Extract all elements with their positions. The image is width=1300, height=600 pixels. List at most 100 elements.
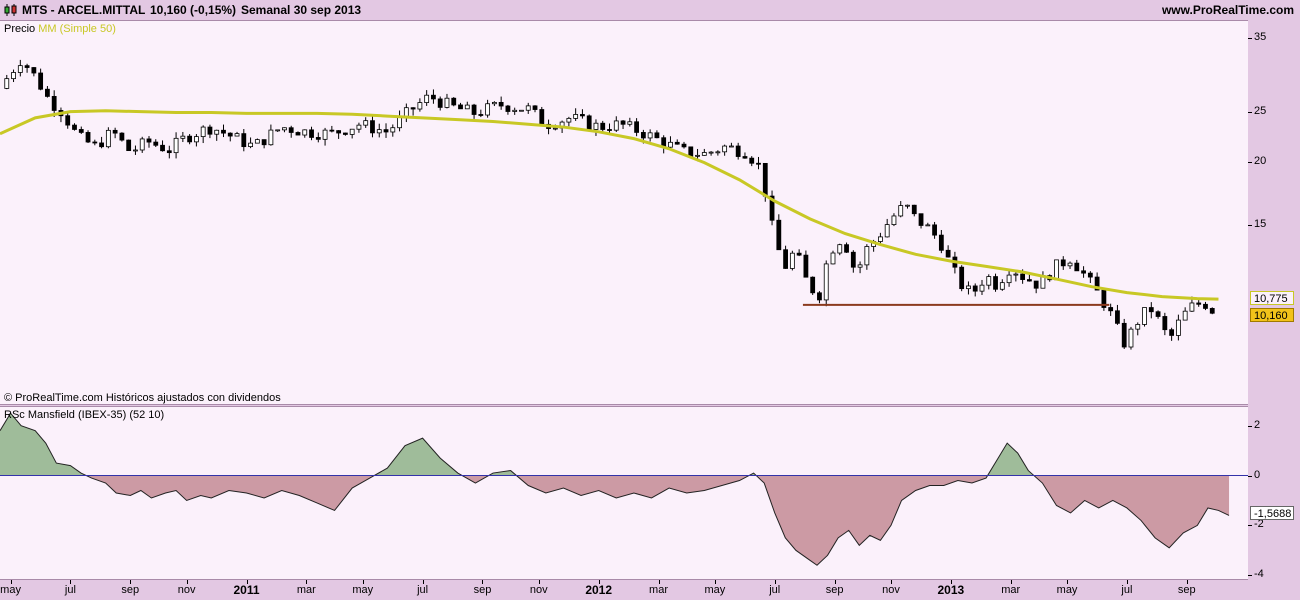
candle-body xyxy=(586,115,592,130)
candle xyxy=(17,59,23,77)
candle-body xyxy=(878,236,883,242)
candle xyxy=(1209,307,1215,315)
ma-value-box: 10,775 xyxy=(1250,291,1294,306)
candle-body xyxy=(45,88,50,97)
candle xyxy=(1067,261,1073,269)
candle-body xyxy=(11,72,16,80)
time-tick xyxy=(774,580,776,584)
candle xyxy=(1013,272,1019,282)
time-tick-label: nov xyxy=(882,584,900,596)
candle xyxy=(417,98,423,112)
candle xyxy=(282,127,287,133)
period-label: Semanal 30 sep 2013 xyxy=(241,3,362,17)
time-tick xyxy=(1067,580,1069,584)
candle xyxy=(424,90,430,106)
time-tick xyxy=(1126,580,1128,584)
candle-body xyxy=(1175,319,1181,336)
candle xyxy=(471,103,477,119)
candle xyxy=(309,126,314,141)
candle xyxy=(519,109,524,112)
candle-body xyxy=(356,124,362,130)
candle-body xyxy=(525,105,531,111)
candle-body xyxy=(817,292,822,301)
candle-body xyxy=(796,252,802,256)
candle xyxy=(756,156,761,170)
candle xyxy=(160,140,165,152)
time-tick xyxy=(834,580,836,584)
candle-body xyxy=(905,204,910,207)
candle xyxy=(512,107,518,115)
candle xyxy=(959,265,965,292)
candle-body xyxy=(1060,259,1066,267)
candle xyxy=(905,204,910,209)
candle xyxy=(383,123,389,138)
candle-body xyxy=(701,152,707,156)
candle-body xyxy=(1182,310,1188,321)
candle-body xyxy=(891,215,897,225)
candle-body xyxy=(1162,316,1168,331)
copyright-note: © ProRealTime.com Históricos ajustados c… xyxy=(4,392,281,404)
candle-body xyxy=(938,234,944,251)
time-tick xyxy=(714,580,716,584)
time-tick xyxy=(538,580,540,584)
candle-body xyxy=(532,105,538,110)
candle xyxy=(261,139,267,149)
time-tick-label: jul xyxy=(64,584,76,596)
candle-body xyxy=(424,94,430,103)
rsc-panel[interactable]: RSc Mansfield (IBEX-35) (52 10) xyxy=(0,406,1248,580)
time-tick-label: jul xyxy=(1121,584,1133,596)
candle-body xyxy=(1013,273,1019,276)
candle-body xyxy=(613,120,619,131)
site-link[interactable]: www.ProRealTime.com xyxy=(1161,3,1294,17)
candle-body xyxy=(756,162,761,165)
candle xyxy=(302,129,308,138)
candle xyxy=(1060,256,1066,270)
candle-body xyxy=(715,151,721,154)
last-price-box: 10,160 xyxy=(1250,308,1294,323)
candle xyxy=(180,131,186,143)
candle-body xyxy=(458,104,463,110)
candle-body xyxy=(688,146,694,157)
candle xyxy=(51,90,57,117)
time-tick-label: may xyxy=(704,584,726,596)
candle-body xyxy=(207,126,213,135)
candle-body xyxy=(783,249,788,269)
time-axis: may jul sep nov 2011 mar may jul sep nov 2012 mar ma… xyxy=(0,580,1248,600)
candle-body xyxy=(410,107,416,110)
candle-body xyxy=(1209,308,1215,314)
candle xyxy=(126,139,132,152)
candle xyxy=(864,244,870,270)
candle xyxy=(498,96,504,110)
candle-body xyxy=(146,138,152,143)
candle xyxy=(322,127,328,146)
candle xyxy=(932,221,937,239)
candlestick-icon[interactable] xyxy=(3,3,19,17)
candle xyxy=(45,86,50,98)
candle-body xyxy=(315,137,321,140)
candle xyxy=(661,135,667,154)
candle-body xyxy=(329,129,335,132)
candle-body xyxy=(1189,302,1195,312)
candle-body xyxy=(160,144,165,152)
candle-body xyxy=(627,121,633,125)
candle-body xyxy=(38,72,44,90)
candle-body xyxy=(945,249,951,258)
candle-body xyxy=(1203,303,1208,309)
candle-body xyxy=(1108,307,1114,312)
rsc-chart xyxy=(0,412,1248,566)
candle xyxy=(1108,303,1114,316)
candle xyxy=(437,96,443,111)
candle xyxy=(65,112,71,129)
price-tick-label: 35 xyxy=(1247,31,1267,44)
candle xyxy=(268,124,274,146)
time-tick-label: sep xyxy=(121,584,140,596)
candle-body xyxy=(1081,270,1086,274)
candle xyxy=(464,101,470,110)
candle xyxy=(1203,301,1208,311)
candle xyxy=(1155,310,1161,319)
price-panel[interactable]: Precio MM (Simple 50) © ProRealTime.com … xyxy=(0,20,1248,405)
candle-body xyxy=(1135,324,1141,330)
time-tick-label: mar xyxy=(1001,584,1021,596)
candle xyxy=(742,152,748,159)
candle xyxy=(78,126,84,134)
